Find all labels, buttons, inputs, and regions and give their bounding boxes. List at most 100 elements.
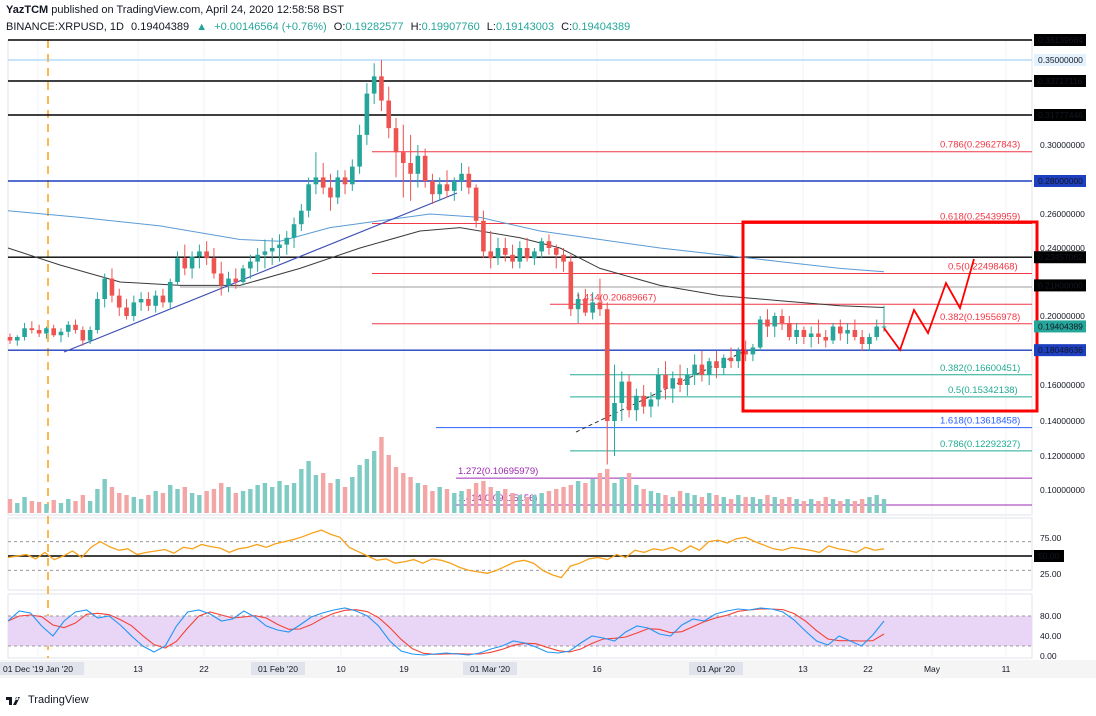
volume-bar (131, 497, 137, 513)
candle-body (277, 244, 282, 248)
candle-body (146, 299, 151, 306)
fib-level-label: 1.272(0.10695979) (458, 466, 538, 477)
high-value: 0.19907760 (421, 21, 480, 33)
stoch-axis-label: 0.00 (1040, 651, 1057, 661)
candle-body (845, 330, 850, 334)
volume-bar (648, 491, 654, 513)
volume-bar (189, 493, 195, 513)
volume-bar (481, 481, 486, 513)
candle-body (787, 323, 792, 337)
candle-body (226, 278, 231, 286)
publish-info: published on TradingView.com, April 24, … (51, 4, 344, 16)
candle-body (524, 248, 530, 259)
fib-level-label: 1.414(0.20689667) (576, 292, 656, 303)
time-axis-label: 11 (1002, 664, 1011, 674)
candle-body (728, 357, 734, 362)
volume-bar (415, 483, 421, 513)
fib-level-label: 0.786(0.29627843) (940, 140, 1020, 151)
rsi-axis-label: 75.00 (1040, 533, 1062, 543)
candle-body (29, 328, 35, 330)
close-value: 0.19404389 (572, 21, 631, 33)
volume-bar (838, 501, 843, 513)
close-label: C: (561, 21, 573, 33)
volume-bar (386, 455, 391, 513)
projection-path (883, 258, 975, 352)
time-axis-label: 01 Dec '19 Jan '20 (3, 664, 73, 674)
candle-body (648, 399, 654, 407)
candle-body (65, 324, 71, 332)
volume-bar (845, 499, 850, 513)
volume-bar (590, 479, 595, 513)
candle-body (539, 241, 544, 252)
candle-body (131, 302, 137, 316)
ascending-trendline (63, 192, 458, 353)
volume-bar (219, 483, 224, 513)
candle-body (109, 278, 115, 296)
candle-body (124, 307, 129, 316)
volume-bar (51, 500, 56, 513)
candle-body (189, 256, 195, 269)
price-axis-badge (1034, 75, 1086, 87)
ma-100-line (7, 227, 885, 308)
candle-body (641, 395, 646, 407)
time-axis-badge (463, 662, 517, 675)
candle-body (852, 330, 858, 337)
candle-body (218, 273, 224, 286)
price-axis-label: 0.33717116 (1038, 76, 1083, 86)
price-axis-badge (1034, 54, 1086, 66)
candle-body (255, 254, 260, 262)
candle-body (233, 278, 239, 282)
price-axis-label: 0.31777446 (1038, 110, 1083, 120)
author-name[interactable]: YazTCM (6, 4, 49, 16)
volume-bar (22, 497, 27, 513)
volume-bar (248, 489, 253, 513)
volume-bar (160, 493, 166, 513)
time-axis-label: 13 (798, 664, 808, 674)
candle-body (393, 128, 399, 153)
volume-bar (277, 481, 282, 513)
candle-body (830, 326, 836, 341)
volume-bar (685, 493, 690, 513)
volume-bar (801, 501, 807, 513)
candle-body (299, 210, 304, 225)
volume-bar (226, 487, 231, 513)
tradingview-logo-icon (6, 697, 20, 705)
volume-bar (138, 499, 144, 513)
price-change: +0.00146564 (+0.76%) (214, 21, 327, 33)
candle-body (568, 261, 574, 310)
candle-body (160, 295, 166, 303)
candle-body (772, 316, 778, 327)
low-value: 0.19143003 (495, 21, 555, 33)
volume-bar (284, 485, 289, 513)
footer-brand[interactable]: TradingView (28, 694, 89, 706)
volume-bar (466, 489, 472, 513)
candle-body (211, 258, 217, 274)
volume-bar (605, 469, 610, 513)
volume-bar (459, 491, 464, 513)
price-axis-label: 0.21800000 (1038, 280, 1083, 290)
high-label: H: (410, 21, 422, 33)
volume-bar (364, 459, 370, 513)
time-axis-label: 01 Apr '20 (697, 664, 735, 674)
price-pane-frame (7, 39, 1033, 516)
volume-bar (153, 491, 158, 513)
candle-body (437, 184, 443, 195)
volume-bar (262, 483, 268, 513)
candle-body (364, 93, 370, 135)
candle-body (14, 337, 20, 341)
open-label: O: (333, 21, 346, 33)
candle-body (459, 173, 464, 181)
candle-body (7, 337, 13, 341)
price-axis-badge (1034, 175, 1086, 187)
candle-body (451, 181, 457, 191)
candle-body (167, 282, 173, 303)
symbol-label[interactable]: BINANCE:XRPUSD, 1D (6, 21, 124, 33)
time-axis-label: 01 Feb '20 (258, 664, 298, 674)
candle-body (794, 330, 799, 337)
volume-bar (401, 473, 406, 513)
volume-bar (823, 497, 828, 513)
volume-bar (532, 495, 537, 513)
candle-body (867, 337, 872, 344)
candle-body (634, 395, 639, 411)
